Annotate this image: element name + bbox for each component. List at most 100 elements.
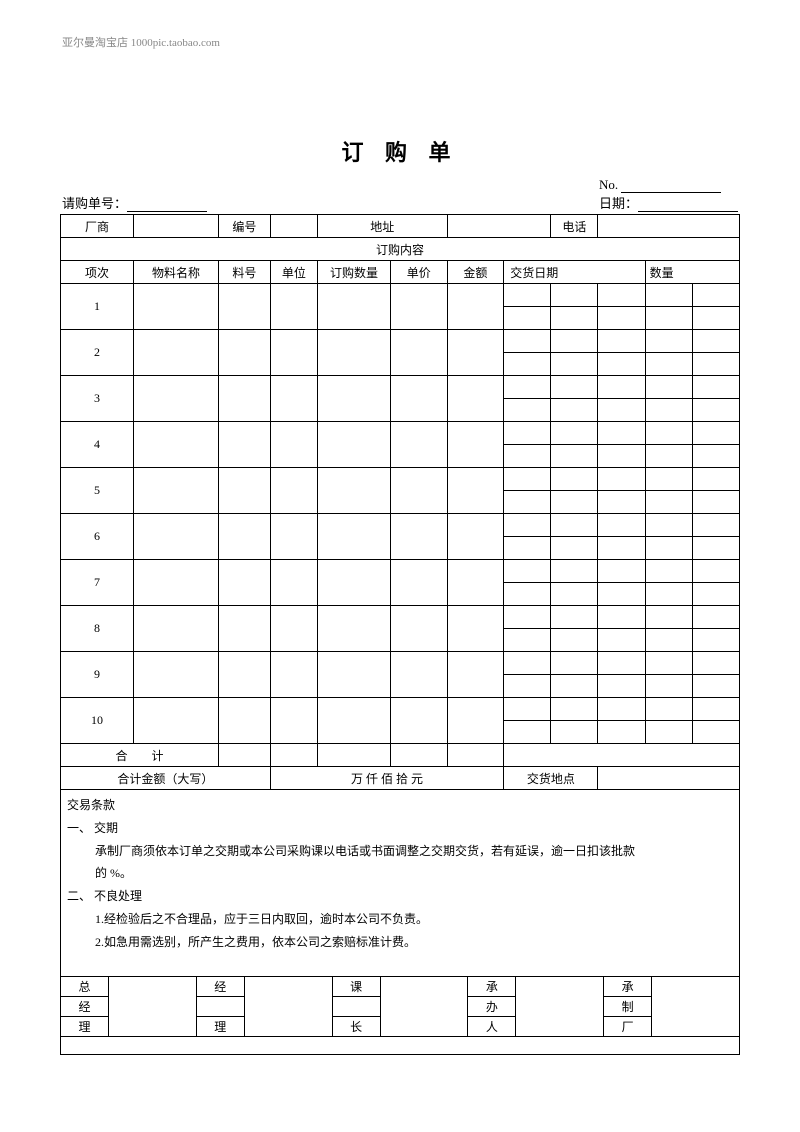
terms-s1-body: 承制厂商须依本订单之交期或本公司采购课以电话或书面调整之交期交货，若有延误，逾一… — [67, 840, 733, 863]
sign-handler-1: 承 — [468, 976, 516, 996]
cell[interactable] — [447, 284, 504, 330]
amount-words-label: 合计金额（大写） — [61, 767, 271, 790]
table-row: 5 — [61, 468, 740, 491]
request-number-field: 请购单号： — [62, 193, 207, 212]
cell[interactable] — [504, 284, 551, 307]
vendor-row: 厂商 编号 地址 电话 — [61, 215, 740, 238]
table-row: 8 — [61, 606, 740, 629]
phone-value[interactable] — [598, 215, 740, 238]
sign-gm-3: 理 — [61, 1016, 109, 1036]
col-name: 物料名称 — [134, 261, 219, 284]
terms-s2-2: 2.如急用需选别，所产生之费用，依本公司之索赔标准计费。 — [67, 931, 733, 954]
bottom-spacer — [60, 1037, 740, 1055]
total-row: 合 计 — [61, 744, 740, 767]
cell[interactable] — [645, 284, 692, 307]
cell-item: 3 — [61, 376, 134, 422]
phone-label: 电话 — [551, 215, 598, 238]
col-item: 项次 — [61, 261, 134, 284]
terms-head: 交易条款 — [67, 794, 733, 817]
cell[interactable] — [270, 284, 317, 330]
sign-gm-box[interactable] — [109, 976, 197, 1036]
col-qty2: 数量 — [645, 261, 739, 284]
date-blank[interactable] — [638, 198, 738, 212]
sign-maker-3: 厂 — [604, 1016, 652, 1036]
terms-section-1: 一、 交期 — [67, 817, 733, 840]
order-table: 厂商 编号 地址 电话 订购内容 项次 物料名称 料号 单位 订购数量 单价 金… — [60, 214, 740, 790]
cell[interactable] — [391, 284, 448, 330]
col-qty: 订购数量 — [317, 261, 390, 284]
cell[interactable] — [551, 307, 598, 330]
code-value[interactable] — [270, 215, 317, 238]
table-row: 2 — [61, 330, 740, 353]
cell[interactable] — [218, 284, 270, 330]
date-label: 日期： — [599, 196, 638, 211]
sign-handler-box[interactable] — [516, 976, 604, 1036]
cell-item: 6 — [61, 514, 134, 560]
no-label: No. — [599, 177, 618, 192]
table-row: 7 — [61, 560, 740, 583]
cell[interactable] — [692, 284, 739, 307]
cell[interactable] — [504, 307, 551, 330]
sign-maker-1: 承 — [604, 976, 652, 996]
sign-handler-2: 办 — [468, 996, 516, 1016]
cell[interactable] — [134, 284, 219, 330]
table-row: 9 — [61, 652, 740, 675]
terms-s1-tail: 的 %。 — [67, 862, 733, 885]
section-label: 订购内容 — [61, 238, 740, 261]
cell-item: 1 — [61, 284, 134, 330]
cell-item: 8 — [61, 606, 134, 652]
total-label: 合 计 — [61, 744, 219, 767]
cell[interactable] — [598, 284, 645, 307]
table-row: 1 — [61, 284, 740, 307]
col-amount: 金额 — [447, 261, 504, 284]
sign-lead-3: 长 — [332, 1016, 380, 1036]
cell-item: 7 — [61, 560, 134, 606]
cell[interactable] — [692, 307, 739, 330]
vendor-label: 厂商 — [61, 215, 134, 238]
no-field: No. — [599, 177, 738, 193]
sign-lead-1: 课 — [332, 976, 380, 996]
sign-mgr-1: 经 — [196, 976, 244, 996]
deliver-place-value[interactable] — [598, 767, 740, 790]
sign-gm-1: 总 — [61, 976, 109, 996]
col-deliver-date: 交货日期 — [504, 261, 645, 284]
cell-item: 2 — [61, 330, 134, 376]
section-header: 订购内容 — [61, 238, 740, 261]
vendor-value[interactable] — [134, 215, 219, 238]
terms-s2-1: 1.经检验后之不合理品，应于三日内取回，逾时本公司不负责。 — [67, 908, 733, 931]
sign-mgr-3: 理 — [196, 1016, 244, 1036]
col-price: 单价 — [391, 261, 448, 284]
cell[interactable] — [645, 307, 692, 330]
cell-item: 9 — [61, 652, 134, 698]
form-title: 订 购 单 — [60, 135, 740, 167]
watermark-text: 亚尔曼淘宝店 1000pic.taobao.com — [62, 34, 220, 50]
date-field: 日期： — [599, 193, 738, 212]
sign-lead-2 — [332, 996, 380, 1016]
cell[interactable] — [598, 307, 645, 330]
terms-section-2: 二、 不良处理 — [67, 885, 733, 908]
address-label: 地址 — [317, 215, 447, 238]
table-row: 6 — [61, 514, 740, 537]
cell[interactable] — [317, 284, 390, 330]
col-unit: 单位 — [270, 261, 317, 284]
address-value[interactable] — [447, 215, 551, 238]
table-row: 3 — [61, 376, 740, 399]
column-headers: 项次 物料名称 料号 单位 订购数量 单价 金额 交货日期 数量 — [61, 261, 740, 284]
sign-lead-box[interactable] — [380, 976, 468, 1036]
terms-block: 交易条款 一、 交期 承制厂商须依本订单之交期或本公司采购课以电话或书面调整之交… — [60, 790, 740, 960]
sign-gm-2: 经 — [61, 996, 109, 1016]
cell-item: 4 — [61, 422, 134, 468]
cell-item: 5 — [61, 468, 134, 514]
col-code: 料号 — [218, 261, 270, 284]
code-label: 编号 — [218, 215, 270, 238]
sign-maker-box[interactable] — [652, 976, 740, 1036]
no-blank[interactable] — [621, 179, 721, 193]
cell[interactable] — [551, 284, 598, 307]
sign-mgr-box[interactable] — [244, 976, 332, 1036]
amount-words-units: 万 仟 佰 拾 元 — [270, 767, 503, 790]
table-row: 10 — [61, 698, 740, 721]
sign-handler-3: 人 — [468, 1016, 516, 1036]
deliver-place-label: 交货地点 — [504, 767, 598, 790]
request-number-blank[interactable] — [127, 198, 207, 212]
sign-mgr-2 — [196, 996, 244, 1016]
